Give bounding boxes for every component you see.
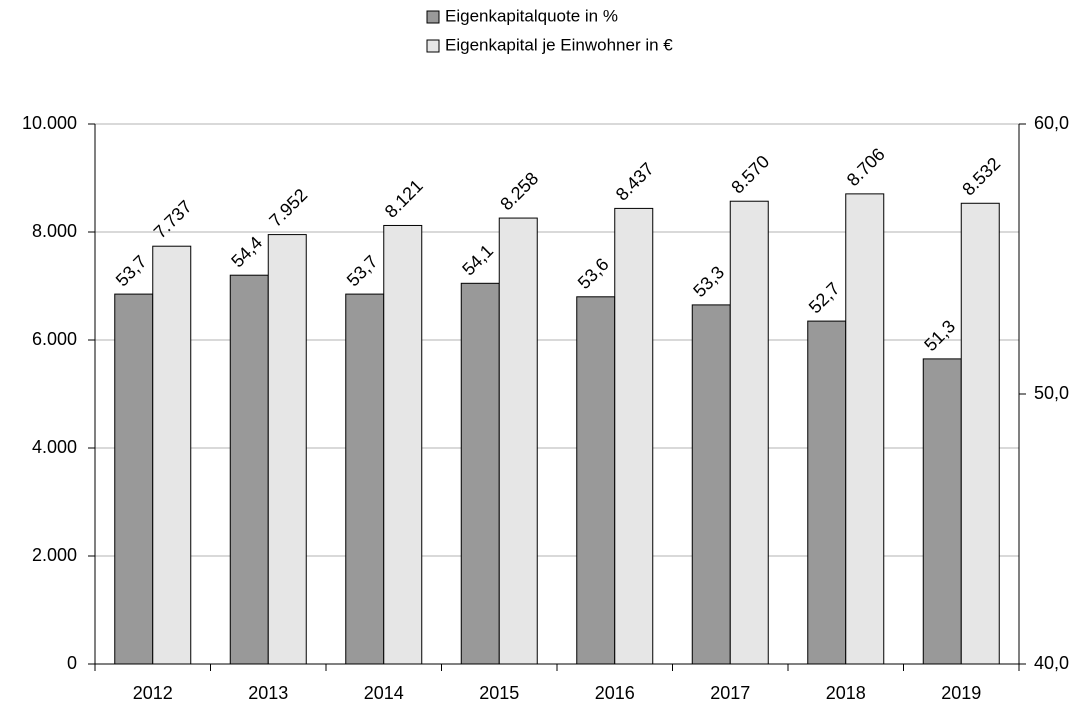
x-tick-label: 2016: [595, 683, 635, 703]
data-label: 7.952: [265, 185, 311, 231]
legend-swatch: [426, 39, 440, 53]
bar: [729, 200, 769, 665]
bar: [345, 293, 385, 665]
legend-label: Eigenkapitalquote in %: [445, 6, 618, 25]
data-label: 54,1: [458, 241, 497, 280]
data-label: 8.121: [381, 176, 427, 222]
data-label: 54,4: [227, 232, 266, 271]
bar: [922, 358, 962, 665]
bar: [114, 293, 154, 665]
y-tick-label: 2.000: [32, 545, 77, 565]
x-tick-label: 2017: [710, 683, 750, 703]
y-tick-label: 0: [67, 653, 77, 673]
legend-swatch: [426, 10, 440, 24]
bar: [614, 207, 654, 665]
x-tick-label: 2018: [826, 683, 866, 703]
data-label: 8.258: [496, 168, 542, 214]
y-tick-label: 10.000: [22, 113, 77, 133]
x-tick-label: 2013: [248, 683, 288, 703]
data-label: 8.570: [727, 151, 773, 197]
y2-tick-label: 60,0: [1034, 113, 1069, 133]
bar: [691, 304, 731, 665]
bar: [807, 320, 847, 665]
y-tick-label: 8.000: [32, 221, 77, 241]
bar: [576, 296, 616, 665]
data-label: 51,3: [920, 316, 959, 355]
data-label: 8.437: [612, 159, 658, 205]
bar: [498, 217, 538, 665]
data-label: 8.532: [958, 153, 1004, 199]
y2-tick-label: 40,0: [1034, 653, 1069, 673]
data-label: 53,6: [574, 254, 613, 293]
data-label: 52,7: [805, 278, 844, 317]
y-tick-label: 4.000: [32, 437, 77, 457]
data-label: 8.706: [843, 144, 889, 190]
bar: [152, 245, 192, 665]
x-tick-label: 2015: [479, 683, 519, 703]
data-label: 53,7: [343, 251, 382, 290]
data-label: 7.737: [150, 196, 196, 242]
bar: [845, 193, 885, 665]
data-label: 53,3: [689, 262, 728, 301]
x-tick-label: 2019: [941, 683, 981, 703]
x-tick-label: 2014: [364, 683, 404, 703]
data-label: 53,7: [112, 251, 151, 290]
bar: [383, 224, 423, 665]
y-tick-label: 6.000: [32, 329, 77, 349]
y2-tick-label: 50,0: [1034, 383, 1069, 403]
bar: [229, 274, 269, 665]
bar: [267, 234, 307, 665]
bar: [460, 282, 500, 665]
bar: [960, 202, 1000, 665]
legend-label: Eigenkapital je Einwohner in €: [445, 35, 673, 54]
x-tick-label: 2012: [133, 683, 173, 703]
